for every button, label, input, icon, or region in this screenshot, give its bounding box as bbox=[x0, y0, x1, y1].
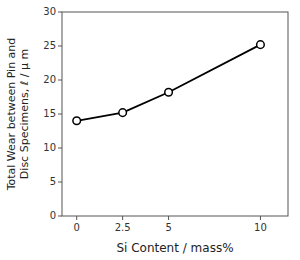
x-axis-label: Si Content / mass% bbox=[116, 241, 233, 255]
line bbox=[77, 45, 261, 121]
x-tick bbox=[76, 216, 77, 220]
chart: 0 5 10 15 20 25 30 0 2.5 5 10 Si Content / mass% Tot… bbox=[0, 0, 300, 260]
y-tick-label: 5 bbox=[50, 176, 56, 187]
x-tick-label: 2.5 bbox=[115, 222, 131, 233]
y-tick-label: 30 bbox=[43, 6, 56, 17]
y-tick bbox=[58, 148, 62, 149]
y-tick bbox=[58, 12, 62, 13]
x-tick bbox=[168, 216, 169, 220]
x-tick-label: 5 bbox=[165, 222, 171, 233]
y-tick-label: 15 bbox=[43, 108, 56, 119]
x-tick-label: 10 bbox=[254, 222, 267, 233]
y-tick-label: 0 bbox=[50, 210, 56, 221]
marker bbox=[257, 41, 265, 49]
marker bbox=[73, 117, 81, 125]
marker bbox=[119, 109, 127, 117]
x-tick bbox=[122, 216, 123, 220]
y-tick-label: 10 bbox=[43, 142, 56, 153]
y-tick-label: 20 bbox=[43, 74, 56, 85]
x-tick bbox=[260, 216, 261, 220]
y-axis-label: Disc Specimens, ℓ / μ m bbox=[18, 49, 31, 179]
chart-container: 0 5 10 15 20 25 30 0 2.5 5 10 Si Content / mass% Tot… bbox=[0, 0, 300, 260]
y-tick bbox=[58, 182, 62, 183]
x-tick-label: 0 bbox=[74, 222, 80, 233]
y-tick bbox=[58, 216, 62, 217]
y-tick bbox=[58, 80, 62, 81]
y-tick bbox=[58, 114, 62, 115]
plot-frame bbox=[62, 12, 288, 216]
series bbox=[73, 41, 264, 125]
y-axis-label: Total Wear between Pin and bbox=[5, 38, 18, 192]
plot-area bbox=[62, 12, 288, 216]
y-tick bbox=[58, 46, 62, 47]
marker bbox=[165, 88, 173, 96]
y-tick-label: 25 bbox=[43, 40, 56, 51]
